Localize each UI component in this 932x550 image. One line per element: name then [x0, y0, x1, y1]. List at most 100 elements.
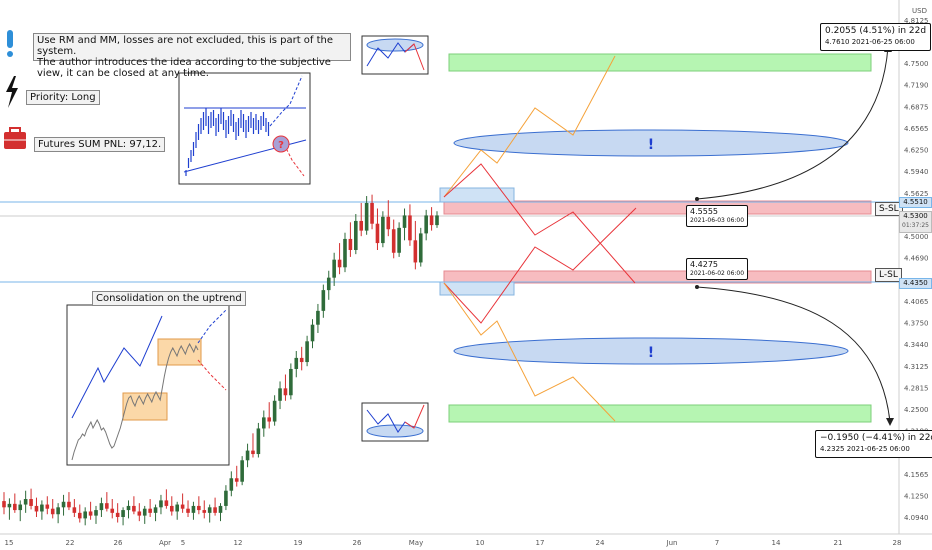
lower-ellipse-exclamation: !	[648, 345, 654, 361]
candle-body	[424, 215, 428, 234]
disclaimer-line-2: The author introduces the idea according…	[37, 57, 331, 79]
y-tick-label: 4.5940	[904, 168, 929, 176]
candle-body	[13, 503, 17, 511]
y-tick-label: 4.2815	[904, 384, 929, 392]
y-tick-label: 4.1250	[904, 493, 929, 501]
pnl-note: Futures SUM PNL: 97,12.	[34, 137, 166, 152]
candle-body	[67, 501, 71, 508]
l-sl-price-tag: 4.4350	[899, 278, 932, 289]
candle-body	[137, 511, 142, 516]
upper-point-price: 4.5555	[690, 207, 718, 216]
countdown: 01:37:25	[902, 222, 929, 229]
x-tick-label: 5	[181, 539, 185, 547]
candle-body	[272, 400, 277, 422]
candle-body	[316, 310, 320, 325]
candle-body	[305, 341, 309, 363]
svg-text:?: ?	[278, 140, 284, 151]
candle-body	[213, 507, 217, 513]
candle-body	[29, 499, 33, 506]
candle-body	[164, 500, 169, 506]
y-tick-label: 4.6565	[904, 125, 929, 133]
candle-body	[148, 508, 152, 513]
lower-target-zone	[448, 404, 872, 423]
lightning-icon	[6, 76, 18, 108]
candle-body	[45, 504, 50, 509]
candle-body	[435, 215, 439, 226]
lower-target-change: −0.1950 (−4.41%) in 22d	[820, 433, 932, 443]
candle-body	[294, 357, 299, 369]
upper-point-callout: 4.5555 2021-06-03 06:00	[686, 205, 749, 227]
candle-body	[77, 512, 82, 519]
candle-body	[132, 505, 136, 512]
s-sl-price-tag: 4.5510	[899, 197, 932, 208]
bull-path-orange	[443, 55, 616, 198]
candle-body	[105, 503, 109, 509]
candle-body	[375, 223, 380, 244]
y-tick-label: 4.8125	[904, 17, 929, 25]
candle-body	[142, 508, 147, 516]
x-tick-label: 19	[294, 539, 303, 547]
candle-body	[40, 504, 44, 512]
current-price: 4.5300	[903, 212, 928, 220]
disclaimer-note: Use RM and MM, losses are not excluded, …	[33, 33, 351, 79]
candle-body	[224, 490, 228, 506]
currency-label: USD	[912, 7, 927, 15]
candle-body	[429, 215, 434, 226]
candle-body	[99, 503, 104, 511]
candle-body	[83, 511, 87, 519]
y-tick-label: 4.6250	[904, 147, 929, 155]
candle-body	[321, 290, 326, 311]
x-tick-label: 10	[476, 539, 485, 547]
y-tick-label: 4.2500	[904, 406, 929, 414]
candle-body	[370, 202, 374, 224]
x-tick-label: May	[409, 539, 423, 547]
long-stop-zone	[443, 270, 872, 284]
candle-body	[207, 507, 212, 513]
x-tick-label: 26	[114, 539, 123, 547]
upper-target-zone	[448, 53, 872, 72]
candle-body	[256, 428, 261, 455]
candle-body	[418, 233, 423, 263]
candle-body	[169, 505, 174, 512]
bear-path-red	[443, 207, 637, 324]
y-tick-label: 4.3750	[904, 320, 929, 328]
candle-body	[23, 499, 28, 505]
x-tick-label: 22	[66, 539, 75, 547]
candle-body	[262, 417, 266, 429]
upper-target-detail: 4.7610 2021-06-25 06:00	[825, 38, 915, 46]
candle-body	[2, 501, 6, 508]
candle-body	[386, 216, 391, 230]
consolidation-diagram	[66, 304, 230, 466]
x-tick-label: 7	[715, 539, 719, 547]
candle-body	[175, 504, 179, 512]
lower-ellipse	[453, 337, 849, 365]
candle-body	[251, 450, 255, 455]
candle-body	[110, 508, 115, 513]
x-tick-label: 15	[5, 539, 14, 547]
candle-body	[359, 220, 364, 231]
candle-body	[299, 357, 304, 363]
candle-body	[121, 510, 125, 517]
candle-body	[153, 507, 158, 513]
y-tick-label: 4.5625	[904, 190, 929, 198]
upper-ellipse	[453, 129, 849, 157]
candle-body	[61, 501, 66, 508]
lower-arrow-head	[886, 418, 894, 426]
y-tick-label: 4.3125	[904, 363, 929, 371]
mini-diagram-top	[361, 35, 429, 75]
x-tick-label: 26	[353, 539, 362, 547]
candle-body	[234, 478, 239, 482]
x-tick-label: Jun	[666, 539, 678, 547]
candle-body	[126, 505, 131, 511]
candle-body	[186, 508, 190, 513]
y-tick-label: 4.4065	[904, 298, 929, 306]
candle-body	[310, 324, 315, 342]
y-tick-label: 4.7500	[904, 60, 929, 68]
candle-body	[364, 202, 369, 231]
candle-body	[72, 507, 77, 513]
candle-body	[408, 215, 412, 241]
upper-point-date: 2021-06-03 06:00	[690, 217, 745, 224]
candle-body	[34, 505, 39, 512]
short-stop-zone	[443, 200, 872, 215]
